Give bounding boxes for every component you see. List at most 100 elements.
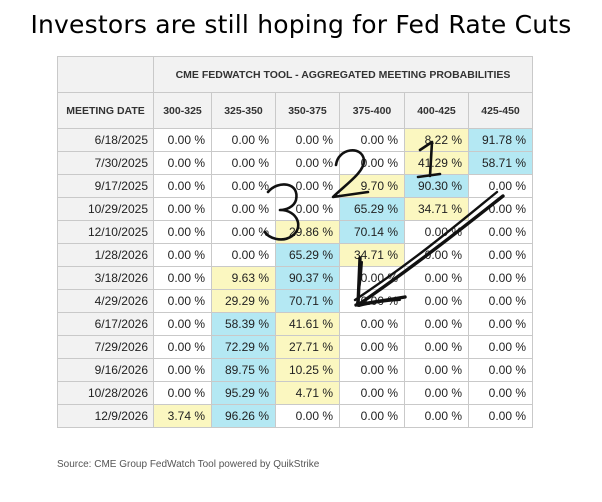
table-body: 6/18/2025 0.00 % 0.00 % 0.00 % 0.00 % 8.22 % 9… xyxy=(57,128,534,428)
probability-cell: 0.00 % xyxy=(211,243,276,267)
table-row: 3/18/2026 0.00 % 9.63 % 90.37 % 0.00 % 0.00 %… xyxy=(57,266,534,290)
probability-cell: 3.74 % xyxy=(153,404,212,428)
probability-cell: 0.00 % xyxy=(339,335,405,359)
probability-cell: 96.26 % xyxy=(211,404,276,428)
probability-cell: 0.00 % xyxy=(339,358,405,382)
fedwatch-probabilities-table: CME FEDWATCH TOOL - AGGREGATED MEETING P… xyxy=(57,56,534,428)
probability-cell: 0.00 % xyxy=(467,289,534,313)
probability-cell: 0.00 % xyxy=(467,358,534,382)
probability-cell: 0.00 % xyxy=(275,151,340,175)
table-row: 6/18/2025 0.00 % 0.00 % 0.00 % 0.00 % 8.22 % 9… xyxy=(57,128,534,152)
column-header-row: MEETING DATE 300-325 325-350 350-375 375-40… xyxy=(57,92,534,129)
table-caption: CME FEDWATCH TOOL - AGGREGATED MEETING P… xyxy=(152,56,534,93)
meeting-date-cell: 12/9/2026 xyxy=(57,404,154,428)
probability-cell: 0.00 % xyxy=(153,312,212,336)
table-row: 10/28/2026 0.00 % 95.29 % 4.71 % 0.00 % 0.00 … xyxy=(57,381,534,405)
column-header-meeting-date: MEETING DATE xyxy=(57,92,154,129)
probability-cell: 0.00 % xyxy=(211,197,276,221)
probability-cell: 0.00 % xyxy=(467,404,534,428)
probability-cell: 0.00 % xyxy=(404,266,469,290)
column-header-375-400: 375-400 xyxy=(339,92,405,129)
table-row: 7/30/2025 0.00 % 0.00 % 0.00 % 0.00 % 41.29 %… xyxy=(57,151,534,175)
meeting-date-cell: 1/28/2026 xyxy=(57,243,154,267)
probability-cell: 0.00 % xyxy=(339,312,405,336)
meeting-date-cell: 10/28/2026 xyxy=(57,381,154,405)
probability-cell: 34.71 % xyxy=(404,197,469,221)
table-row: 4/29/2026 0.00 % 29.29 % 70.71 % 0.00 % 0.00 … xyxy=(57,289,534,313)
probability-cell: 4.71 % xyxy=(275,381,340,405)
probability-cell: 0.00 % xyxy=(211,174,276,198)
column-header-400-425: 400-425 xyxy=(404,92,469,129)
table-row: 9/16/2026 0.00 % 89.75 % 10.25 % 0.00 % 0.00 … xyxy=(57,358,534,382)
meeting-date-cell: 6/18/2025 xyxy=(57,128,154,152)
probability-cell: 0.00 % xyxy=(467,220,534,244)
meeting-date-cell: 9/17/2025 xyxy=(57,174,154,198)
probability-cell: 70.71 % xyxy=(275,289,340,313)
probability-cell: 0.00 % xyxy=(467,266,534,290)
probability-cell: 65.29 % xyxy=(275,243,340,267)
probability-cell: 0.00 % xyxy=(153,174,212,198)
probability-cell: 0.00 % xyxy=(339,289,405,313)
probability-cell: 0.00 % xyxy=(211,151,276,175)
table-row: 1/28/2026 0.00 % 0.00 % 65.29 % 34.71 % 0.00 … xyxy=(57,243,534,267)
column-header-325-350: 325-350 xyxy=(211,92,276,129)
probability-cell: 27.71 % xyxy=(275,335,340,359)
probability-cell: 0.00 % xyxy=(153,335,212,359)
probability-cell: 0.00 % xyxy=(153,243,212,267)
probability-cell: 0.00 % xyxy=(153,197,212,221)
probability-cell: 9.63 % xyxy=(211,266,276,290)
probability-cell: 0.00 % xyxy=(153,358,212,382)
probability-cell: 58.39 % xyxy=(211,312,276,336)
probability-cell: 65.29 % xyxy=(339,197,405,221)
table-row: 10/29/2025 0.00 % 0.00 % 0.00 % 65.29 % 34.71… xyxy=(57,197,534,221)
probability-cell: 0.00 % xyxy=(404,358,469,382)
probability-cell: 8.22 % xyxy=(404,128,469,152)
fedwatch-table-container: CME FEDWATCH TOOL - AGGREGATED MEETING P… xyxy=(57,56,534,442)
table-row: 12/10/2025 0.00 % 0.00 % 29.86 % 70.14 % 0.00… xyxy=(57,220,534,244)
column-header-425-450: 425-450 xyxy=(467,92,534,129)
probability-cell: 0.00 % xyxy=(339,381,405,405)
table-corner-cell xyxy=(57,56,154,93)
source-note: Source: CME Group FedWatch Tool powered … xyxy=(57,459,320,470)
probability-cell: 58.71 % xyxy=(467,151,534,175)
probability-cell: 0.00 % xyxy=(467,381,534,405)
probability-cell: 72.29 % xyxy=(211,335,276,359)
probability-cell: 0.00 % xyxy=(404,404,469,428)
probability-cell: 0.00 % xyxy=(339,128,405,152)
meeting-date-cell: 9/16/2026 xyxy=(57,358,154,382)
table-row: 7/29/2026 0.00 % 72.29 % 27.71 % 0.00 % 0.00 … xyxy=(57,335,534,359)
probability-cell: 0.00 % xyxy=(404,220,469,244)
probability-cell: 90.37 % xyxy=(275,266,340,290)
page-title: Investors are still hoping for Fed Rate … xyxy=(30,10,572,39)
probability-cell: 91.78 % xyxy=(467,128,534,152)
probability-cell: 9.70 % xyxy=(339,174,405,198)
table-row: 9/17/2025 0.00 % 0.00 % 0.00 % 9.70 % 90.30 %… xyxy=(57,174,534,198)
probability-cell: 0.00 % xyxy=(339,266,405,290)
probability-cell: 0.00 % xyxy=(153,381,212,405)
probability-cell: 41.29 % xyxy=(404,151,469,175)
probability-cell: 0.00 % xyxy=(467,197,534,221)
probability-cell: 0.00 % xyxy=(275,404,340,428)
probability-cell: 0.00 % xyxy=(153,220,212,244)
probability-cell: 34.71 % xyxy=(339,243,405,267)
probability-cell: 0.00 % xyxy=(467,243,534,267)
probability-cell: 0.00 % xyxy=(211,128,276,152)
probability-cell: 0.00 % xyxy=(275,128,340,152)
probability-cell: 0.00 % xyxy=(467,335,534,359)
probability-cell: 0.00 % xyxy=(153,266,212,290)
probability-cell: 0.00 % xyxy=(404,312,469,336)
probability-cell: 0.00 % xyxy=(404,381,469,405)
meeting-date-cell: 4/29/2026 xyxy=(57,289,154,313)
probability-cell: 0.00 % xyxy=(404,289,469,313)
probability-cell: 0.00 % xyxy=(153,151,212,175)
table-row: 6/17/2026 0.00 % 58.39 % 41.61 % 0.00 % 0.00 … xyxy=(57,312,534,336)
probability-cell: 90.30 % xyxy=(404,174,469,198)
probability-cell: 29.86 % xyxy=(275,220,340,244)
meeting-date-cell: 7/30/2025 xyxy=(57,151,154,175)
probability-cell: 41.61 % xyxy=(275,312,340,336)
probability-cell: 0.00 % xyxy=(153,289,212,313)
meeting-date-cell: 3/18/2026 xyxy=(57,266,154,290)
meeting-date-cell: 10/29/2025 xyxy=(57,197,154,221)
probability-cell: 0.00 % xyxy=(211,220,276,244)
table-row: 12/9/2026 3.74 % 96.26 % 0.00 % 0.00 % 0.00 %… xyxy=(57,404,534,428)
